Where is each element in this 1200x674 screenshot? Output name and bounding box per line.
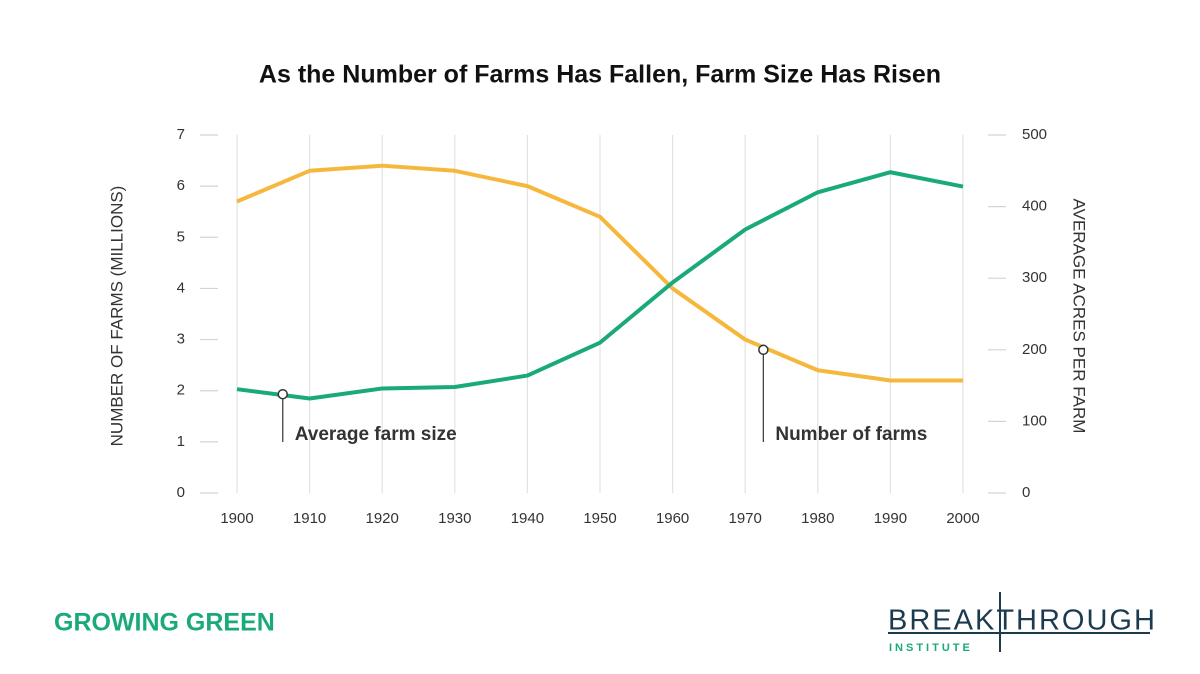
y-tick-label: 2 [177, 382, 185, 399]
x-tick-label: 1970 [729, 510, 762, 527]
brand-left: GROWING GREEN [54, 609, 275, 637]
y2-tick-label: 100 [1022, 412, 1047, 429]
y2-tick-label: 200 [1022, 341, 1047, 358]
logo: BREAKTHROUGH INSTITUTE [888, 592, 1157, 654]
x-tick-label: 1950 [583, 510, 616, 527]
y-axis-title: NUMBER OF FARMS (MILLIONS) [107, 186, 126, 447]
annotation-marker [758, 344, 769, 356]
x-tick-label: 1940 [511, 510, 544, 527]
chart-title: As the Number of Farms Has Fallen, Farm … [259, 61, 941, 89]
x-tick-label: 1960 [656, 510, 689, 527]
y-tick-label: 7 [177, 126, 185, 143]
y-tick-label: 3 [177, 331, 185, 348]
x-tick-label: 1920 [366, 510, 399, 527]
annotation-marker [277, 388, 288, 400]
y-tick-label: 0 [177, 484, 185, 501]
x-tick-label: 1910 [293, 510, 326, 527]
x-tick-label: 1900 [220, 510, 253, 527]
annotation-label: Number of farms [775, 424, 927, 445]
x-tick-label: 2000 [946, 510, 979, 527]
y-tick-label: 1 [177, 433, 185, 450]
y-tick-label: 4 [177, 279, 185, 296]
series-line [236, 163, 963, 383]
x-tick-label: 1930 [438, 510, 471, 527]
series-line [236, 170, 964, 401]
y2-tick-label: 0 [1022, 484, 1030, 501]
y2-axis-title: AVERAGE ACRES PER FARM [1070, 199, 1089, 434]
x-tick-label: 1980 [801, 510, 834, 527]
y-tick-label: 5 [177, 228, 185, 245]
annotation-label: Average farm size [295, 424, 457, 445]
y2-tick-label: 500 [1022, 126, 1047, 143]
x-tick-label: 1990 [874, 510, 907, 527]
logo-text: BREAKTHROUGH [888, 605, 1157, 637]
y2-tick-label: 300 [1022, 269, 1047, 286]
y2-tick-label: 400 [1022, 198, 1047, 215]
logo-subtext: INSTITUTE [889, 642, 973, 654]
y-tick-label: 6 [177, 177, 185, 194]
